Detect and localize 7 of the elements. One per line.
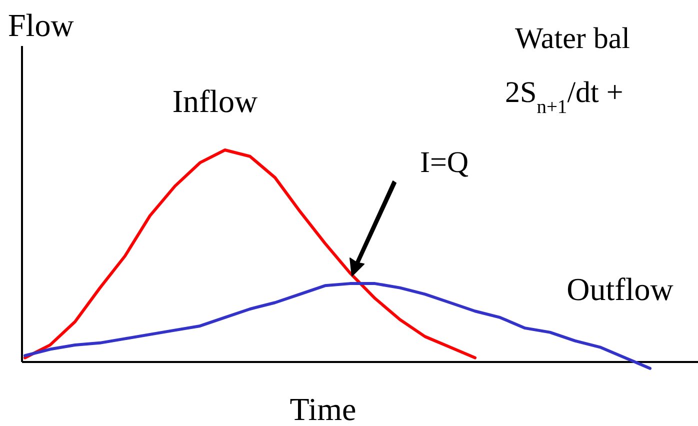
series-label: Outflow <box>566 271 674 307</box>
text: 2S$_{n+1}$/dt + <box>505 76 624 118</box>
annotation: I=Q <box>420 146 469 179</box>
x-axis-title: Time <box>290 391 356 426</box>
series-label: Inflow <box>172 83 258 119</box>
y-axis-title: Flow <box>8 7 74 43</box>
text: Water bal <box>515 22 630 55</box>
